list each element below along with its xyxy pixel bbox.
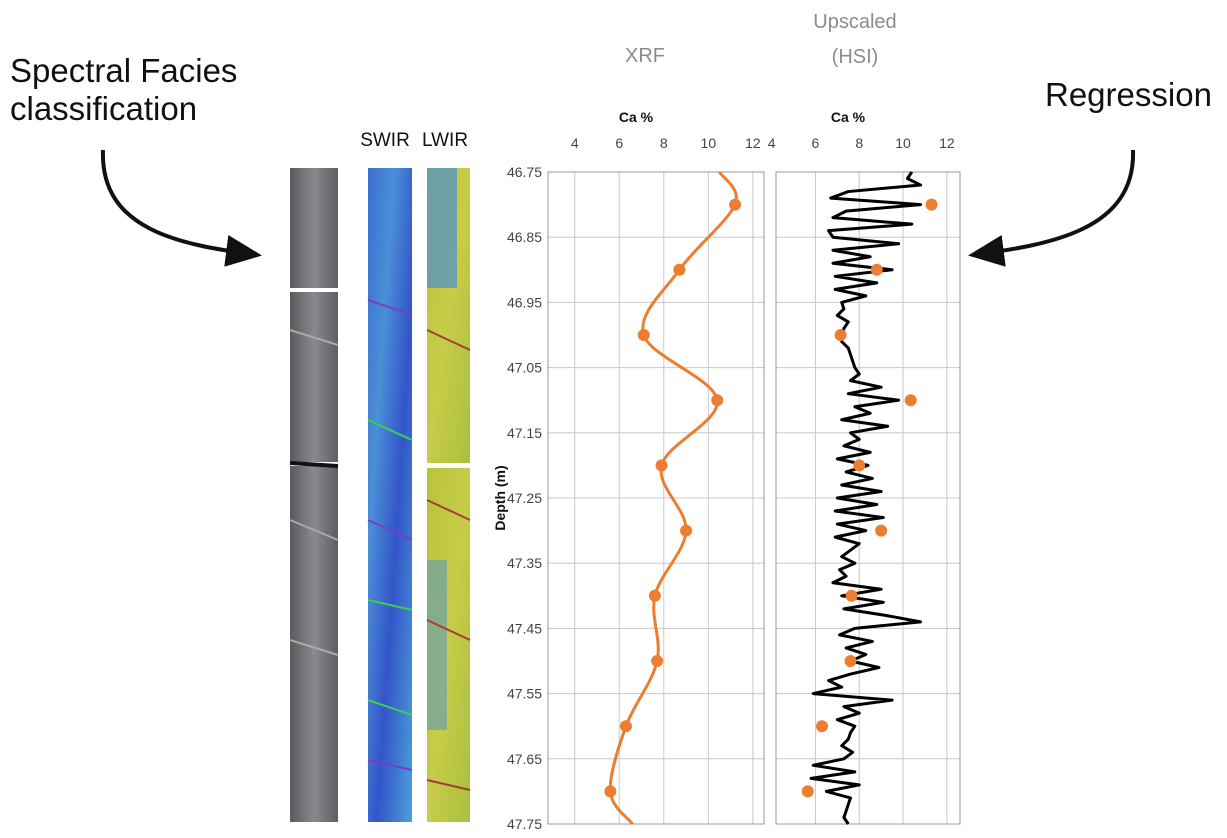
y-tick-label: 46.95 xyxy=(507,294,542,310)
arrow xyxy=(100,149,262,267)
x-axis-label: Ca % xyxy=(831,109,866,125)
y-tick-label: 47.45 xyxy=(507,620,542,636)
data-point xyxy=(729,198,742,211)
data-line xyxy=(809,171,923,825)
data-point xyxy=(711,394,724,407)
data-point xyxy=(637,329,650,341)
data-point xyxy=(801,785,814,798)
left-label: classification xyxy=(10,90,197,127)
chart-title: (HSI) xyxy=(832,46,879,68)
data-point xyxy=(904,394,917,407)
data-point xyxy=(845,589,858,602)
y-tick-label: 47.25 xyxy=(507,490,542,506)
y-tick-label: 47.65 xyxy=(507,751,542,767)
data-point xyxy=(870,263,883,276)
plot-frame xyxy=(547,171,765,825)
right-label: Regression xyxy=(1045,76,1212,113)
y-tick-label: 47.05 xyxy=(507,360,542,376)
x-tick-label: 6 xyxy=(812,135,820,151)
core-lwir-patch xyxy=(427,560,447,730)
y-tick-label: 46.85 xyxy=(507,229,542,245)
core-lwir-patch xyxy=(427,168,457,288)
x-tick-label: 8 xyxy=(660,135,668,151)
plot-frame xyxy=(775,171,961,825)
x-tick-label: 4 xyxy=(768,135,776,151)
core-gray xyxy=(290,168,338,288)
data-point xyxy=(651,655,664,667)
arrow xyxy=(968,149,1136,267)
core-images xyxy=(289,168,471,822)
x-tick-label: 10 xyxy=(701,135,717,151)
x-tick-label: 12 xyxy=(939,135,955,151)
x-axis-label: Ca % xyxy=(619,109,654,125)
data-point xyxy=(619,720,632,733)
core-gray xyxy=(290,466,338,822)
core-column-label: SWIR xyxy=(360,130,410,151)
data-point xyxy=(844,655,857,667)
y-tick-label: 46.75 xyxy=(507,164,542,180)
y-axis-label: Depth (m) xyxy=(492,465,508,530)
y-tick-label: 47.75 xyxy=(507,816,542,832)
x-tick-label: 10 xyxy=(895,135,911,151)
data-point xyxy=(816,720,828,733)
x-tick-label: 12 xyxy=(745,135,761,151)
x-tick-label: 6 xyxy=(615,135,623,151)
data-point xyxy=(834,329,847,341)
data-point xyxy=(673,263,686,276)
x-tick-label: 8 xyxy=(855,135,863,151)
y-tick-label: 47.15 xyxy=(507,425,542,441)
data-point xyxy=(655,459,668,472)
data-point xyxy=(853,459,866,472)
y-tick-label: 47.55 xyxy=(507,686,542,702)
data-point xyxy=(648,589,661,602)
chart-title: Upscaled xyxy=(813,11,896,33)
core-stripes xyxy=(289,299,471,791)
core-column-label: LWIR xyxy=(422,130,468,151)
y-tick-label: 47.35 xyxy=(507,555,542,571)
data-point xyxy=(875,524,888,537)
core-swir xyxy=(368,168,412,822)
data-point xyxy=(604,785,617,798)
data-point xyxy=(925,198,938,211)
chart-title: XRF xyxy=(625,45,665,67)
core-gray xyxy=(290,292,338,462)
left-label: Spectral Facies xyxy=(10,52,237,89)
data-point xyxy=(680,524,693,537)
x-tick-label: 4 xyxy=(571,135,579,151)
